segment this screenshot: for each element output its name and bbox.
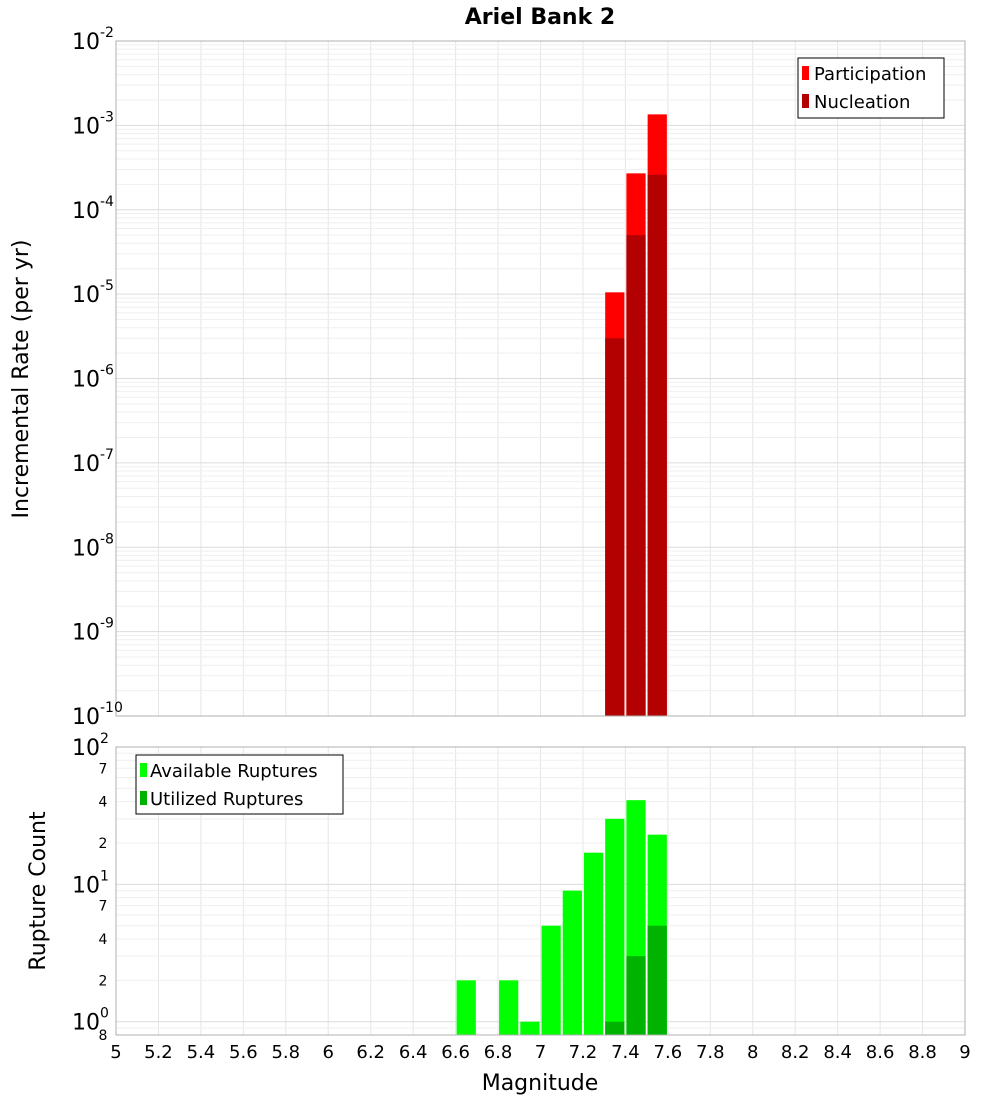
bottom-y-axis-label: Rupture Count [26, 811, 51, 971]
y-tick-label: 10-2 [72, 25, 114, 55]
bottom-legend-box [135, 754, 344, 815]
x-tick-label: 8.2 [781, 1042, 810, 1063]
y-minor-tick-label: 4 [99, 932, 108, 948]
x-tick-label: 7.8 [696, 1042, 725, 1063]
top-legend: Participation Nucleation [797, 57, 945, 119]
x-ticks: 5 5.2 5.4 5.6 5.8 6 6.2 6.4 6.6 6.8 7 7.2 7.4 7.6 7.8 8… [110, 1042, 970, 1063]
legend-swatch-available [140, 763, 147, 777]
y-tick-label: 101 [72, 868, 109, 898]
x-tick-label: 7 [535, 1042, 546, 1063]
y-tick-label: 10-3 [72, 109, 114, 139]
bar-available-ruptures [456, 980, 476, 1035]
y-tick-label: 10-9 [72, 616, 114, 646]
x-tick-label: 8.6 [866, 1042, 895, 1063]
bar-available-ruptures [499, 980, 519, 1035]
bar-nucleation [647, 174, 667, 716]
y-tick-label: 10-4 [72, 194, 114, 224]
y-tick-label: 10-7 [72, 447, 114, 477]
bar-nucleation [626, 235, 646, 716]
bottom-legend: Available Ruptures Utilized Ruptures [135, 754, 344, 815]
y-tick-label: 102 [72, 731, 109, 761]
y-minor-tick-label: 2 [99, 973, 108, 989]
bottom-bars [456, 800, 667, 1035]
bar-utilized-ruptures [626, 956, 646, 1035]
chart-title: Ariel Bank 2 [465, 5, 615, 30]
x-tick-label: 7.2 [569, 1042, 598, 1063]
legend-swatch-nucleation [802, 94, 809, 108]
top-plot-frame [115, 40, 966, 717]
x-tick-label: 5 [110, 1042, 121, 1063]
x-tick-label: 5.6 [229, 1042, 258, 1063]
bottom-grid [115, 746, 966, 1036]
y-tick-label: 10-6 [72, 363, 114, 393]
y-tick-label: 10-8 [72, 531, 114, 561]
top-grid [115, 40, 966, 717]
bottom-plot-frame [115, 746, 966, 1036]
bar-available-ruptures [520, 1021, 540, 1035]
bar-utilized-ruptures [647, 925, 667, 1035]
x-tick-label: 6.6 [441, 1042, 470, 1063]
x-tick-label: 6.8 [484, 1042, 513, 1063]
legend-swatch-participation [802, 66, 809, 80]
bottom-plot: 100 101 102 8 2 4 7 2 4 7 Rupture Count Available… [26, 731, 966, 1044]
x-tick-label: 7.6 [654, 1042, 683, 1063]
x-tick-label: 8 [747, 1042, 758, 1063]
y-tick-label: 100 [72, 1006, 109, 1036]
x-tick-label: 8.8 [908, 1042, 937, 1063]
x-axis-label: Magnitude [482, 1071, 599, 1096]
y-minor-tick-label: 7 [99, 761, 108, 777]
y-tick-label: 10-5 [72, 278, 114, 308]
legend-swatch-utilized [140, 791, 147, 805]
x-tick-label: 6.4 [399, 1042, 428, 1063]
x-tick-label: 5.8 [271, 1042, 300, 1063]
legend-label-participation: Participation [814, 64, 926, 85]
bar-available-ruptures [605, 818, 625, 1035]
y-tick-label: 10-10 [72, 700, 123, 730]
y-minor-tick-label: 7 [99, 899, 108, 915]
bar-available-ruptures [562, 890, 582, 1035]
bottom-y-ticks: 100 101 102 8 2 4 7 2 4 7 [72, 731, 109, 1044]
top-y-axis-label: Incremental Rate (per yr) [9, 240, 34, 519]
x-tick-label: 6 [323, 1042, 334, 1063]
x-tick-label: 5.2 [144, 1042, 173, 1063]
x-tick-label: 5.4 [187, 1042, 216, 1063]
bar-utilized-ruptures [605, 1021, 625, 1035]
x-tick-label: 8.4 [823, 1042, 852, 1063]
bar-nucleation [605, 338, 625, 716]
legend-label-available: Available Ruptures [150, 761, 318, 782]
y-minor-tick-label: 2 [99, 836, 108, 852]
x-tick-label: 6.2 [356, 1042, 385, 1063]
x-tick-label: 9 [959, 1042, 970, 1063]
y-minor-tick-label: 8 [99, 1028, 108, 1044]
bar-available-ruptures [541, 925, 561, 1035]
y-minor-tick-label: 4 [99, 795, 108, 811]
bar-available-ruptures [583, 852, 604, 1035]
x-tick-label: 7.4 [611, 1042, 640, 1063]
top-legend-box [797, 57, 945, 119]
legend-label-nucleation: Nucleation [814, 92, 910, 113]
top-bars [605, 114, 667, 716]
top-plot: 10-10 10-9 10-8 10-7 10-6 10-5 10-4 10-3 10-2 In… [9, 25, 966, 730]
legend-label-utilized: Utilized Ruptures [150, 789, 303, 810]
top-y-ticks: 10-10 10-9 10-8 10-7 10-6 10-5 10-4 10-3 10-2 [72, 25, 123, 730]
